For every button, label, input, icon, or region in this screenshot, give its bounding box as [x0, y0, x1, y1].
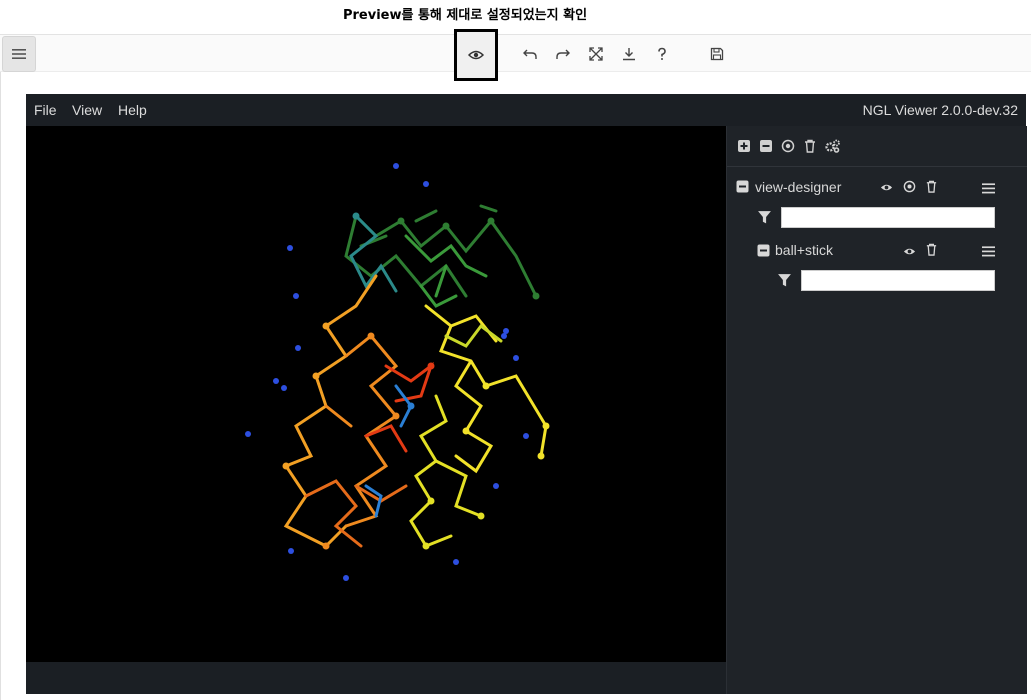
collapse-representation-icon[interactable]	[757, 244, 770, 257]
menu-view[interactable]: View	[72, 102, 103, 118]
panel-toolbar	[737, 138, 840, 153]
undo-icon	[522, 49, 537, 59]
trash-icon[interactable]	[925, 180, 938, 193]
collapse-component-icon[interactable]	[736, 180, 749, 193]
center-all-icon[interactable]	[781, 138, 795, 153]
redo-button[interactable]	[546, 36, 579, 72]
representation-name[interactable]: ball+stick	[775, 242, 833, 258]
atom-spheres	[282, 212, 550, 550]
redo-icon	[555, 49, 570, 59]
fullscreen-button[interactable]	[579, 36, 612, 72]
remove-all-icon[interactable]	[803, 138, 817, 153]
collapse-all-icon[interactable]	[759, 138, 773, 152]
menu-help[interactable]: Help	[118, 102, 147, 118]
notebook-toolbar	[0, 34, 1031, 72]
save-icon	[710, 47, 723, 61]
hamburger-menu-button[interactable]	[2, 36, 36, 72]
hamburger-icon	[12, 49, 26, 59]
molecule-viewport[interactable]	[26, 126, 726, 662]
ngl-viewer: File View Help NGL Viewer 2.0.0-dev.32	[26, 94, 1027, 694]
save-button[interactable]	[700, 36, 733, 72]
component-name[interactable]: view-designer	[755, 179, 842, 195]
filter-icon	[758, 211, 771, 224]
menu-icon[interactable]	[982, 182, 995, 195]
target-icon[interactable]	[903, 180, 916, 193]
filter-icon	[778, 274, 791, 287]
expand-all-icon[interactable]	[737, 138, 751, 152]
representation-filter-input[interactable]	[801, 270, 995, 291]
molecule-render	[245, 163, 550, 581]
preview-button[interactable]	[454, 29, 498, 81]
ngl-menubar: File View Help NGL Viewer 2.0.0-dev.32	[26, 94, 1026, 126]
help-button[interactable]	[645, 36, 678, 72]
download-icon	[622, 48, 635, 61]
component-filter-input[interactable]	[781, 207, 995, 228]
eye-icon	[468, 50, 484, 60]
menu-file[interactable]: File	[34, 102, 57, 118]
eye-icon[interactable]	[880, 181, 893, 194]
menu-icon[interactable]	[982, 245, 995, 258]
download-button[interactable]	[612, 36, 645, 72]
left-border	[0, 72, 1, 700]
settings-icon[interactable]	[825, 138, 840, 153]
water-molecules	[245, 163, 529, 581]
toolbar-button-group	[513, 36, 733, 72]
trash-icon[interactable]	[925, 243, 938, 256]
undo-button[interactable]	[513, 36, 546, 72]
fullscreen-icon	[588, 47, 603, 61]
help-icon	[657, 47, 666, 60]
panel-divider	[727, 166, 1027, 167]
version-label: NGL Viewer 2.0.0-dev.32	[862, 102, 1018, 118]
side-panel: view-designer ball+stick	[726, 126, 1027, 694]
caption-text: Preview를 통해 제대로 설정되었는지 확인	[342, 8, 588, 23]
eye-icon[interactable]	[903, 245, 916, 258]
